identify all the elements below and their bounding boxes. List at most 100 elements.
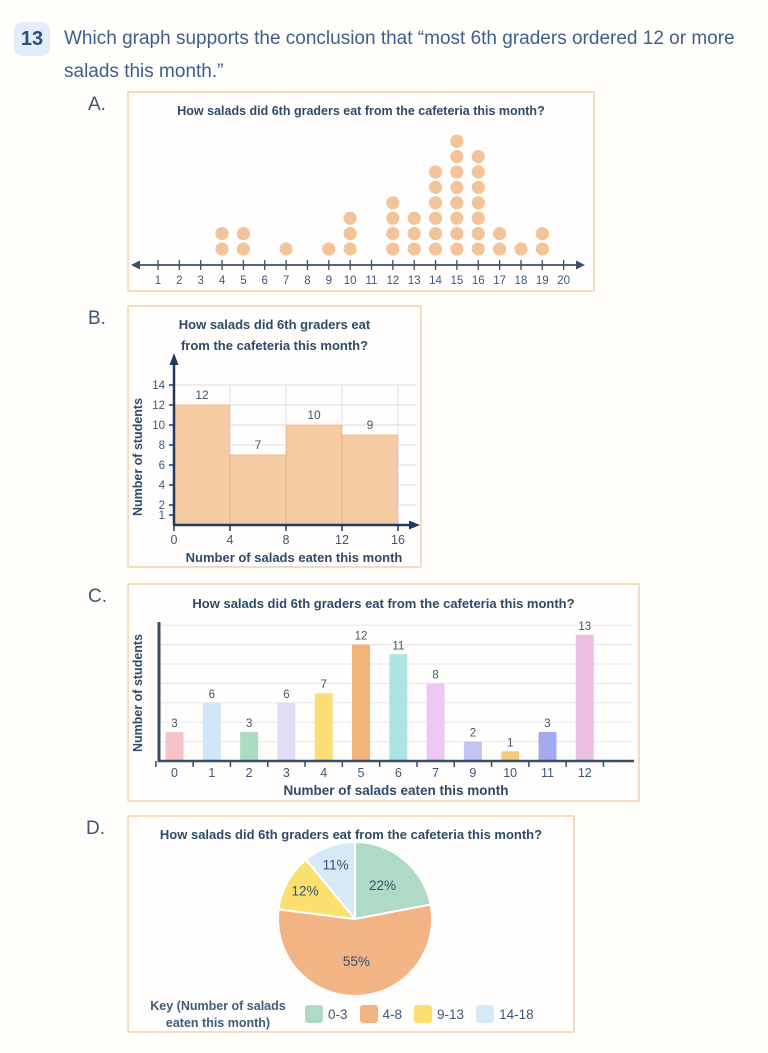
- legend-item-14-18: 14-18: [476, 1005, 534, 1023]
- option-label-c: C.: [88, 586, 107, 607]
- bar-1: [202, 702, 221, 761]
- dot: [493, 227, 507, 241]
- bar-3: [277, 702, 296, 761]
- dot: [407, 242, 421, 256]
- x-tick-label-11: 11: [366, 275, 378, 287]
- dot: [450, 180, 464, 194]
- legend-label-0-3: 0-3: [328, 1006, 348, 1022]
- pie-slice-4-8: [277, 903, 433, 997]
- bar-value-2: 3: [246, 718, 252, 730]
- legend-item-4-8: 4-8: [359, 1005, 402, 1023]
- bar-12: [575, 634, 594, 761]
- pie-slice-value-9-13: 12%: [292, 884, 319, 899]
- dot: [450, 227, 464, 241]
- x-tick-label-6: 6: [395, 766, 402, 780]
- y-axis-title: Number of students: [131, 398, 145, 516]
- dot-column-16: [471, 150, 485, 256]
- bar-value-0: 3: [171, 718, 177, 730]
- x-tick-label-8: 8: [304, 275, 310, 287]
- bar-4: [314, 693, 333, 761]
- dot-column-19: [535, 227, 549, 256]
- pie-slice-0-3: [354, 841, 432, 920]
- x-tick-label-10: 10: [344, 275, 357, 287]
- y-tick-label-10: 10: [152, 420, 165, 432]
- legend-label-14-18: 14-18: [499, 1006, 534, 1022]
- x-tick-label-16: 16: [472, 275, 485, 287]
- y-tick-label-14: 14: [152, 380, 165, 392]
- dot: [279, 242, 293, 256]
- chart-c-title: How salads did 6th graders eat from the …: [192, 596, 575, 611]
- pie-slice-14-18: [304, 841, 356, 920]
- option-label-a: A.: [88, 94, 106, 115]
- dot: [386, 242, 400, 256]
- dot-column-17: [493, 227, 507, 256]
- chart-a-title: How salads did 6th graders eat from the …: [177, 104, 545, 118]
- x-tick-label-12: 12: [578, 766, 592, 780]
- bar-value-1: 6: [209, 689, 215, 701]
- x-tick-label-13: 13: [408, 275, 421, 287]
- option-label-d: D.: [86, 818, 105, 839]
- panel-option-a: How salads did 6th graders eat from the …: [127, 91, 595, 292]
- dot: [407, 211, 421, 225]
- question-text: Which graph supports the conclusion that…: [64, 28, 735, 82]
- bar-9: [463, 741, 482, 761]
- dot: [215, 227, 229, 241]
- x-tick-label-7: 7: [432, 766, 439, 780]
- dot: [450, 196, 464, 210]
- dot-column-14: [428, 165, 443, 256]
- dot: [535, 242, 549, 256]
- pie-slice-value-14-18: 11%: [323, 857, 349, 872]
- dot: [428, 211, 443, 225]
- dot-column-9: [322, 242, 336, 256]
- dot: [343, 227, 357, 241]
- x-tick-label-3: 3: [197, 275, 203, 287]
- bar-11: [538, 731, 557, 761]
- dot: [386, 211, 400, 225]
- y-axis-arrow: [169, 353, 179, 365]
- legend-swatch-4-8: [359, 1005, 378, 1023]
- panel-option-d: How salads did 6th graders eat from the …: [127, 815, 575, 1033]
- dot: [428, 165, 443, 179]
- x-tick-label-11: 11: [541, 766, 554, 780]
- legend-swatch-9-13: [414, 1005, 433, 1023]
- x-tick-label-17: 17: [493, 275, 506, 287]
- x-tick-label-5: 5: [240, 275, 246, 287]
- dot: [343, 211, 357, 225]
- x-tick-label-0: 0: [171, 533, 178, 547]
- x-tick-label-19: 19: [536, 275, 549, 287]
- chart-b-title-line2: from the cafeteria this month?: [180, 338, 369, 353]
- x-tick-label-0: 0: [171, 766, 178, 780]
- y-tick-label-8: 8: [159, 440, 165, 452]
- dot: [471, 165, 485, 179]
- legend-label-9-13: 9-13: [437, 1006, 465, 1022]
- pie-key-label: Key (Number of salads eaten this month): [150, 999, 286, 1030]
- dot: [428, 196, 443, 210]
- dot: [471, 242, 485, 256]
- x-tick-label-12: 12: [386, 275, 399, 287]
- dot: [450, 242, 464, 256]
- x-tick-label-9: 9: [326, 275, 332, 287]
- axis-arrow-left: [131, 260, 140, 270]
- pie-legend: 0-3 4-8 9-13 14-18: [305, 1005, 534, 1023]
- bar-7: [426, 683, 445, 761]
- dot: [386, 196, 400, 210]
- hist-value-8-12: 10: [307, 408, 321, 422]
- x-tick-label-1: 1: [155, 275, 161, 287]
- dot: [450, 211, 464, 225]
- x-axis-title: Number of salads eaten this month: [283, 783, 508, 798]
- bar-value-7: 8: [432, 669, 438, 681]
- dot: [450, 150, 464, 164]
- bar-value-3: 6: [283, 689, 289, 701]
- hist-value-12-16: 9: [367, 418, 374, 432]
- dot: [343, 242, 357, 256]
- bar-value-10: 1: [507, 737, 513, 749]
- x-axis: 1 2 3 4 5 6 7 8 9 10 11 12 13 14 15 16 17 18 19 20: [131, 260, 585, 287]
- dot: [514, 242, 528, 256]
- dot-plot-chart: 1 2 3 4 5 6 7 8 9 10 11 12 13 14 15 16 17 18 19 20: [131, 134, 585, 287]
- dot-column-7: [279, 242, 293, 256]
- dot: [215, 242, 229, 256]
